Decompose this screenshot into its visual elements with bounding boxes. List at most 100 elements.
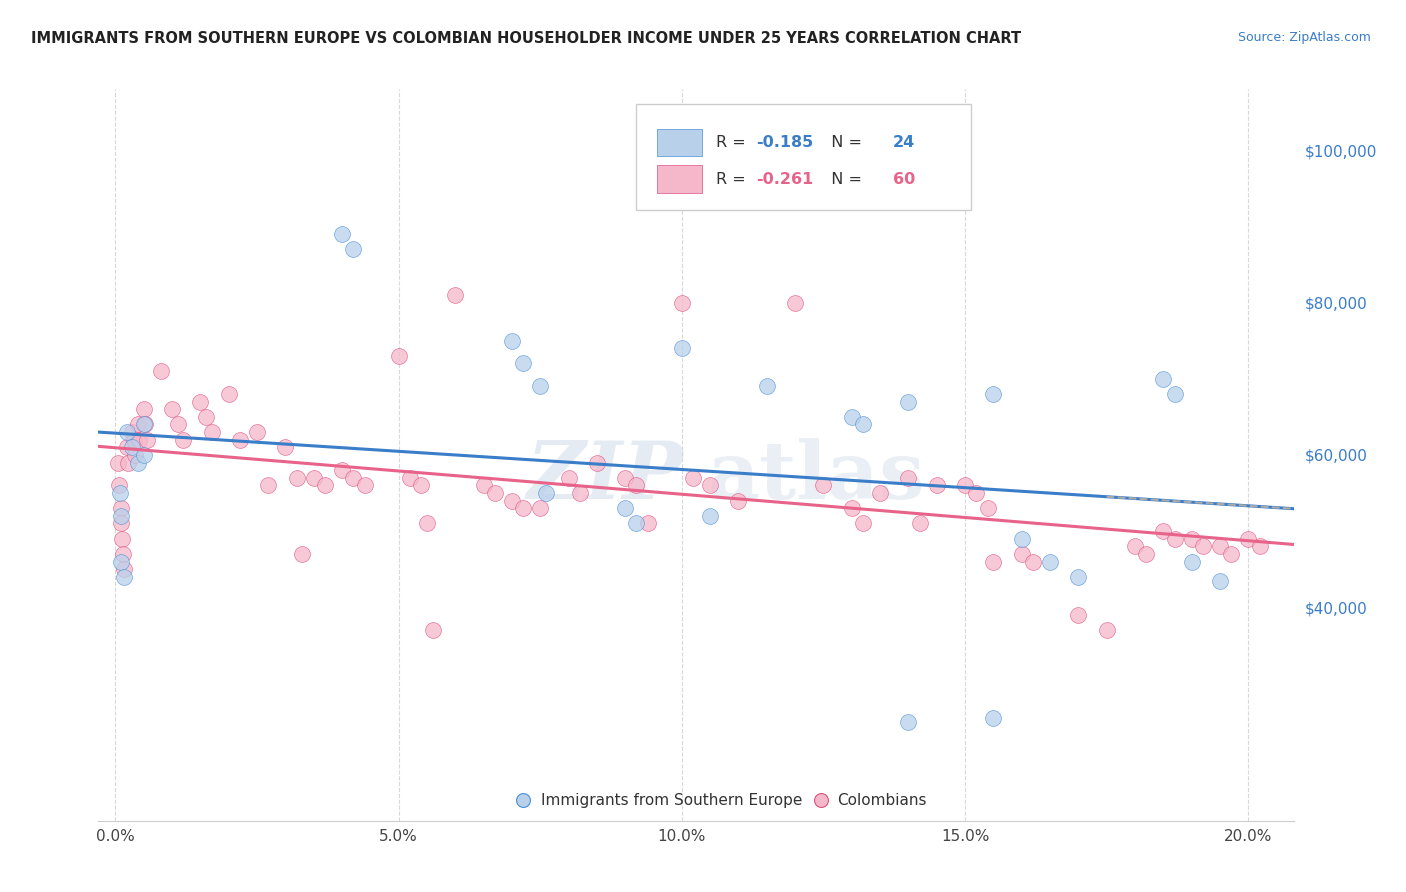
Point (512, 501, 534, 516)
Point (925, 478, 948, 492)
Point (671, 341, 693, 355)
Point (1039, 555, 1062, 569)
Point (121, 440, 143, 454)
Text: Source: ZipAtlas.com: Source: ZipAtlas.com (1237, 31, 1371, 45)
Point (897, 714, 920, 729)
Point (1237, 532, 1260, 546)
Point (512, 356, 534, 371)
Point (1067, 570, 1090, 584)
Point (534, 486, 557, 500)
Point (314, 478, 336, 492)
Point (1163, 532, 1185, 546)
Point (908, 516, 931, 531)
Point (411, 478, 433, 492)
Point (529, 501, 551, 516)
Point (110, 508, 132, 523)
Point (1220, 547, 1243, 561)
Point (1011, 532, 1033, 546)
Point (111, 547, 134, 561)
Point (1249, 539, 1271, 553)
Point (285, 471, 308, 485)
Point (1011, 547, 1033, 561)
Point (897, 471, 920, 485)
Bar (657, 128, 702, 156)
Point (117, 456, 139, 470)
Point (1152, 524, 1174, 538)
Point (135, 433, 157, 447)
Point (501, 334, 523, 348)
Point (472, 478, 495, 492)
Point (614, 471, 637, 485)
FancyBboxPatch shape (637, 103, 972, 210)
Point (108, 486, 131, 500)
Point (626, 478, 648, 492)
Point (981, 711, 1004, 725)
Point (484, 486, 506, 500)
Point (699, 478, 721, 492)
Bar (657, 165, 702, 193)
Point (330, 463, 353, 477)
Point (981, 387, 1004, 401)
Point (353, 478, 375, 492)
Point (330, 227, 353, 241)
Text: Immigrants from Southern Europe: Immigrants from Southern Europe (541, 793, 801, 807)
Point (568, 486, 591, 500)
Point (416, 516, 439, 531)
Point (127, 456, 149, 470)
Text: -0.261: -0.261 (756, 171, 813, 186)
Point (115, 440, 138, 454)
Text: 24: 24 (893, 135, 915, 150)
Point (981, 555, 1004, 569)
Point (132, 417, 155, 432)
Point (953, 478, 976, 492)
Point (166, 417, 188, 432)
Point (557, 471, 579, 485)
Point (852, 417, 875, 432)
Point (869, 486, 891, 500)
Point (112, 570, 135, 584)
Point (342, 471, 364, 485)
Point (1163, 387, 1185, 401)
Text: R =: R = (716, 135, 751, 150)
Point (112, 562, 135, 576)
Point (1152, 372, 1174, 386)
Point (1022, 555, 1045, 569)
Point (841, 409, 863, 424)
Point (637, 516, 659, 531)
Text: atlas: atlas (709, 438, 925, 516)
Point (614, 501, 637, 516)
Point (302, 471, 325, 485)
Point (1067, 607, 1090, 622)
Point (813, 478, 835, 492)
Point (1095, 623, 1118, 637)
Point (134, 417, 156, 432)
Point (399, 471, 422, 485)
Text: R =: R = (716, 171, 751, 186)
Point (124, 448, 146, 462)
Point (132, 402, 155, 417)
Point (274, 440, 297, 454)
Point (115, 425, 138, 439)
Point (127, 417, 149, 432)
Point (976, 501, 998, 516)
Text: N =: N = (821, 135, 868, 150)
Point (342, 242, 364, 256)
Point (586, 456, 609, 470)
Point (1135, 547, 1157, 561)
Point (422, 623, 444, 637)
Text: ZIP: ZIP (527, 438, 685, 516)
Point (172, 433, 194, 447)
Point (1123, 539, 1146, 553)
Point (783, 295, 806, 310)
Point (110, 555, 132, 569)
Point (111, 532, 134, 546)
Point (755, 379, 778, 393)
Point (1209, 539, 1232, 553)
Point (229, 433, 252, 447)
Point (128, 433, 150, 447)
Point (218, 387, 240, 401)
Point (149, 364, 172, 378)
Point (246, 425, 269, 439)
Point (160, 402, 183, 417)
Text: IMMIGRANTS FROM SOUTHERN EUROPE VS COLOMBIAN HOUSEHOLDER INCOME UNDER 25 YEARS C: IMMIGRANTS FROM SOUTHERN EUROPE VS COLOM… (31, 31, 1021, 46)
